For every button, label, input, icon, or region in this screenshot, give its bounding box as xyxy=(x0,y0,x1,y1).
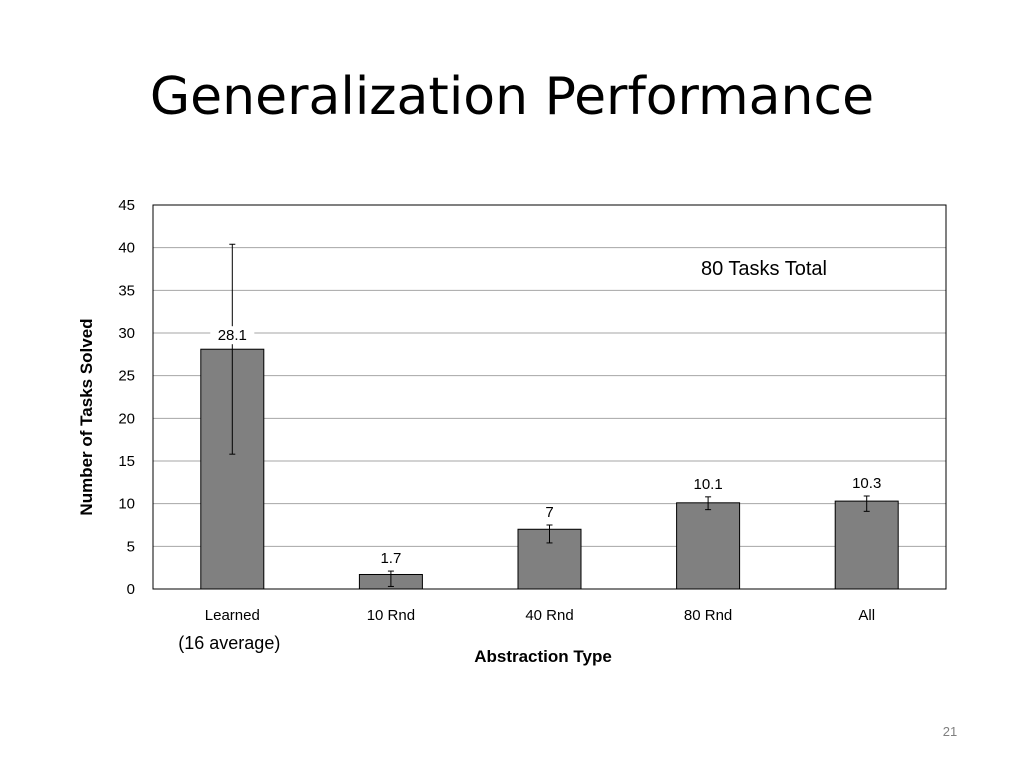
data-label: 10.1 xyxy=(693,476,722,493)
y-tick-label: 25 xyxy=(118,368,135,385)
error-bars xyxy=(229,243,870,587)
bar xyxy=(834,500,899,590)
data-label: 1.7 xyxy=(380,550,401,567)
x-tick-labels: Learned (16 average) 10 Rnd 40 Rnd 80 Rnd All xyxy=(178,607,875,653)
error-bar xyxy=(229,243,236,455)
annotation-total-tasks: 80 Tasks Total xyxy=(701,258,827,280)
y-axis-label: Number of Tasks Solved xyxy=(77,318,96,515)
data-label: 28.1 xyxy=(218,327,247,344)
x-tick-label: Learned xyxy=(205,607,260,624)
data-label: 7 xyxy=(545,504,553,521)
y-tick-label: 20 xyxy=(118,410,135,427)
bar xyxy=(676,502,741,590)
data-label: 10.3 xyxy=(852,475,881,492)
y-tick-label: 45 xyxy=(118,197,135,214)
y-tick-label: 35 xyxy=(118,282,135,299)
x-tick-sublabel: (16 average) xyxy=(178,633,280,653)
x-tick-label: 40 Rnd xyxy=(525,607,573,624)
x-axis-label: Abstraction Type xyxy=(474,647,612,666)
x-tick-label: 80 Rnd xyxy=(684,607,732,624)
y-tick-label: 5 xyxy=(127,538,135,555)
y-tick-label: 10 xyxy=(118,496,135,513)
y-tick-label: 30 xyxy=(118,325,135,342)
y-tick-label: 0 xyxy=(127,581,135,598)
error-bar xyxy=(546,524,553,544)
gridlines xyxy=(153,247,946,547)
data-label-background xyxy=(210,326,255,345)
y-tick-label: 40 xyxy=(118,240,135,257)
plot-area xyxy=(152,204,947,590)
x-tick-label: 10 Rnd xyxy=(367,607,415,624)
bars xyxy=(200,348,899,590)
error-bar xyxy=(705,496,712,511)
y-tick-labels: 0 5 10 15 20 25 30 35 40 45 xyxy=(118,197,135,598)
data-labels: 28.1 1.7 7 10.1 10.3 xyxy=(210,326,881,567)
slide-title: Generalization Performance xyxy=(149,67,875,127)
error-bar xyxy=(387,570,394,587)
y-tick-label: 15 xyxy=(118,453,135,470)
x-tick-label: All xyxy=(858,607,875,624)
page-number: 21 xyxy=(942,724,958,739)
error-bar xyxy=(863,495,870,512)
